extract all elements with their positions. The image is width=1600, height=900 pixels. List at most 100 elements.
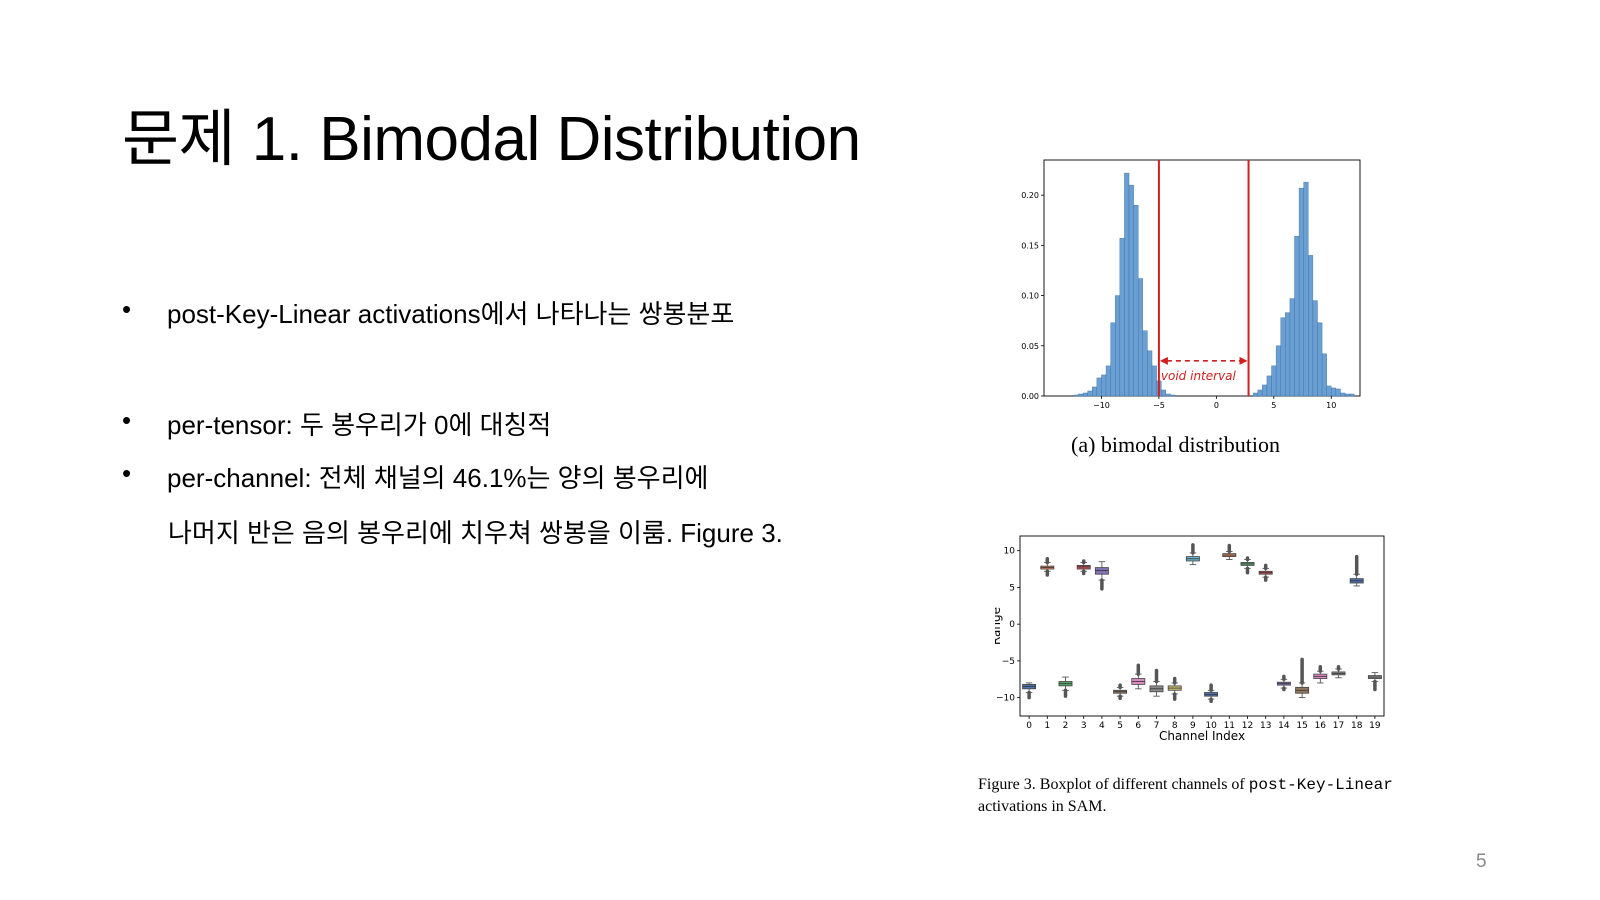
x-tick-label: 1 [1044, 721, 1050, 731]
x-tick-label: −5 [1153, 401, 1165, 410]
histogram-bar [1170, 394, 1176, 397]
x-tick-label: 10 [1205, 721, 1217, 731]
x-tick-label: 0 [1026, 721, 1032, 731]
x-tick-label: 13 [1260, 721, 1271, 731]
histogram-bar [1335, 388, 1341, 397]
plot-frame [1019, 535, 1385, 717]
histogram-bar [1262, 384, 1268, 397]
y-tick-label: 0.10 [1021, 292, 1039, 301]
arrow-head-left [1159, 356, 1168, 365]
histogram-bar [1147, 350, 1153, 397]
x-tick-label: 14 [1278, 721, 1290, 731]
histogram-bars [1073, 172, 1355, 397]
histogram-bar [1128, 184, 1134, 397]
bullet-text: per-channel: 전체 채널의 46.1%는 양의 봉우리에 [167, 463, 709, 493]
histogram-bar [1317, 322, 1323, 397]
histogram-bar [1161, 389, 1167, 397]
page-number: 5 [1476, 851, 1487, 872]
histogram-bar [1124, 172, 1130, 397]
histogram-bar [1252, 392, 1258, 397]
bullet-continuation: 나머지 반은 음의 봉우리에 치우쳐 쌍봉을 이룸. Figure 3. [168, 518, 783, 548]
x-tick-label: 3 [1081, 721, 1087, 731]
x-tick-label: 10 [1326, 401, 1336, 410]
x-axis-label: Channel Index [1159, 729, 1245, 743]
y-tick-label: 0.05 [1021, 342, 1039, 351]
void-interval-annotation: void interval [1157, 160, 1250, 396]
histogram-figure: −10 −5 0 5 10 0.00 0.05 0.10 0.15 0.20 void inter… [1021, 159, 1361, 410]
histogram-bar [1321, 353, 1327, 397]
histogram-bar [1138, 278, 1144, 397]
y-tick-label: 10 [1004, 547, 1016, 557]
x-tick-label: 2 [1063, 721, 1069, 731]
y-axis-label: Range [995, 607, 1003, 645]
histogram-bar [1275, 345, 1281, 397]
histogram-bar [1257, 389, 1263, 397]
histogram-bar [1101, 374, 1107, 397]
histogram-caption: (a) bimodal distribution [1071, 432, 1280, 457]
histogram-bar [1092, 386, 1098, 397]
histogram-bar [1298, 187, 1304, 397]
boxplot-figure: 0 1 2 3 4 5 6 7 8 9 10 11 12 13 14 15 16 17 18 19−10−50510 … [995, 535, 1385, 743]
void-interval-label: void interval [1161, 369, 1237, 383]
axis-ticks: −10 −5 0 5 10 0.00 0.05 0.10 0.15 0.20 [1021, 191, 1336, 410]
histogram-bar [1110, 322, 1116, 397]
x-tick-label: 18 [1351, 721, 1363, 731]
histogram-bar [1073, 394, 1079, 397]
y-tick-label: 0.20 [1021, 191, 1039, 200]
histogram-bar [1105, 365, 1111, 397]
x-tick-label: 12 [1242, 721, 1253, 731]
x-tick-label: 5 [1271, 401, 1276, 410]
arrow-head-right [1239, 356, 1248, 365]
bullet-marker: • [122, 294, 132, 324]
histogram-bar [1294, 236, 1300, 397]
x-tick-label: −10 [1093, 401, 1110, 410]
bullet-text: per-tensor: 두 봉우리가 0에 대칭적 [167, 410, 552, 440]
y-tick-label: 0 [1009, 620, 1015, 630]
histogram-bar [1280, 317, 1286, 397]
x-tick-label: 0 [1214, 401, 1219, 410]
x-tick-label: 17 [1333, 721, 1344, 731]
bullet-text: post-Key-Linear activations에서 나타나는 쌍봉분포 [167, 299, 735, 329]
y-tick-label: −10 [996, 694, 1015, 704]
bullet-marker: • [122, 405, 132, 435]
histogram-bar [1082, 392, 1088, 397]
x-tick-label: 15 [1296, 721, 1307, 731]
histogram-bar [1078, 393, 1084, 397]
x-tick-label: 6 [1135, 721, 1141, 731]
histogram-bar [1096, 377, 1102, 397]
y-tick-label: 5 [1009, 583, 1015, 593]
caption-text: Figure 3. Boxplot of different channels … [978, 776, 1249, 793]
x-tick-label: 5 [1117, 721, 1123, 731]
histogram-bar [1266, 375, 1272, 397]
caption-code: post-Key-Linear [1248, 776, 1393, 794]
histogram-bar [1340, 392, 1346, 397]
histogram-bar [1087, 390, 1093, 397]
boxplot-boxes [1022, 543, 1382, 704]
x-tick-label: 16 [1315, 721, 1327, 731]
histogram-bar [1349, 393, 1355, 397]
y-tick-label: 0.00 [1021, 392, 1039, 401]
histogram-bar [1119, 238, 1125, 397]
histogram-bar [1133, 204, 1139, 397]
histogram-bar [1326, 385, 1332, 397]
histogram-bar [1312, 300, 1318, 397]
histogram-bar [1308, 255, 1314, 397]
y-tick-label: −5 [1002, 657, 1015, 667]
histogram-bar [1142, 330, 1148, 397]
histogram-bar [1285, 312, 1291, 397]
figure3-caption: Figure 3. Boxplot of different channels … [978, 774, 1393, 818]
y-tick-label: 0.15 [1021, 241, 1039, 250]
histogram-bar [1271, 365, 1277, 397]
histogram-bar [1344, 393, 1350, 397]
x-tick-label: 7 [1154, 721, 1160, 731]
histogram-bar [1289, 298, 1295, 397]
plot-frame [1043, 159, 1361, 397]
bullet-marker: • [122, 458, 132, 488]
histogram-bar [1115, 295, 1121, 397]
histogram-bar [1165, 393, 1171, 397]
histogram-bar [1303, 181, 1309, 397]
x-tick-label: 19 [1369, 721, 1381, 731]
slide-title: 문제 1. Bimodal Distribution [122, 105, 861, 174]
x-tick-label: 8 [1172, 721, 1178, 731]
